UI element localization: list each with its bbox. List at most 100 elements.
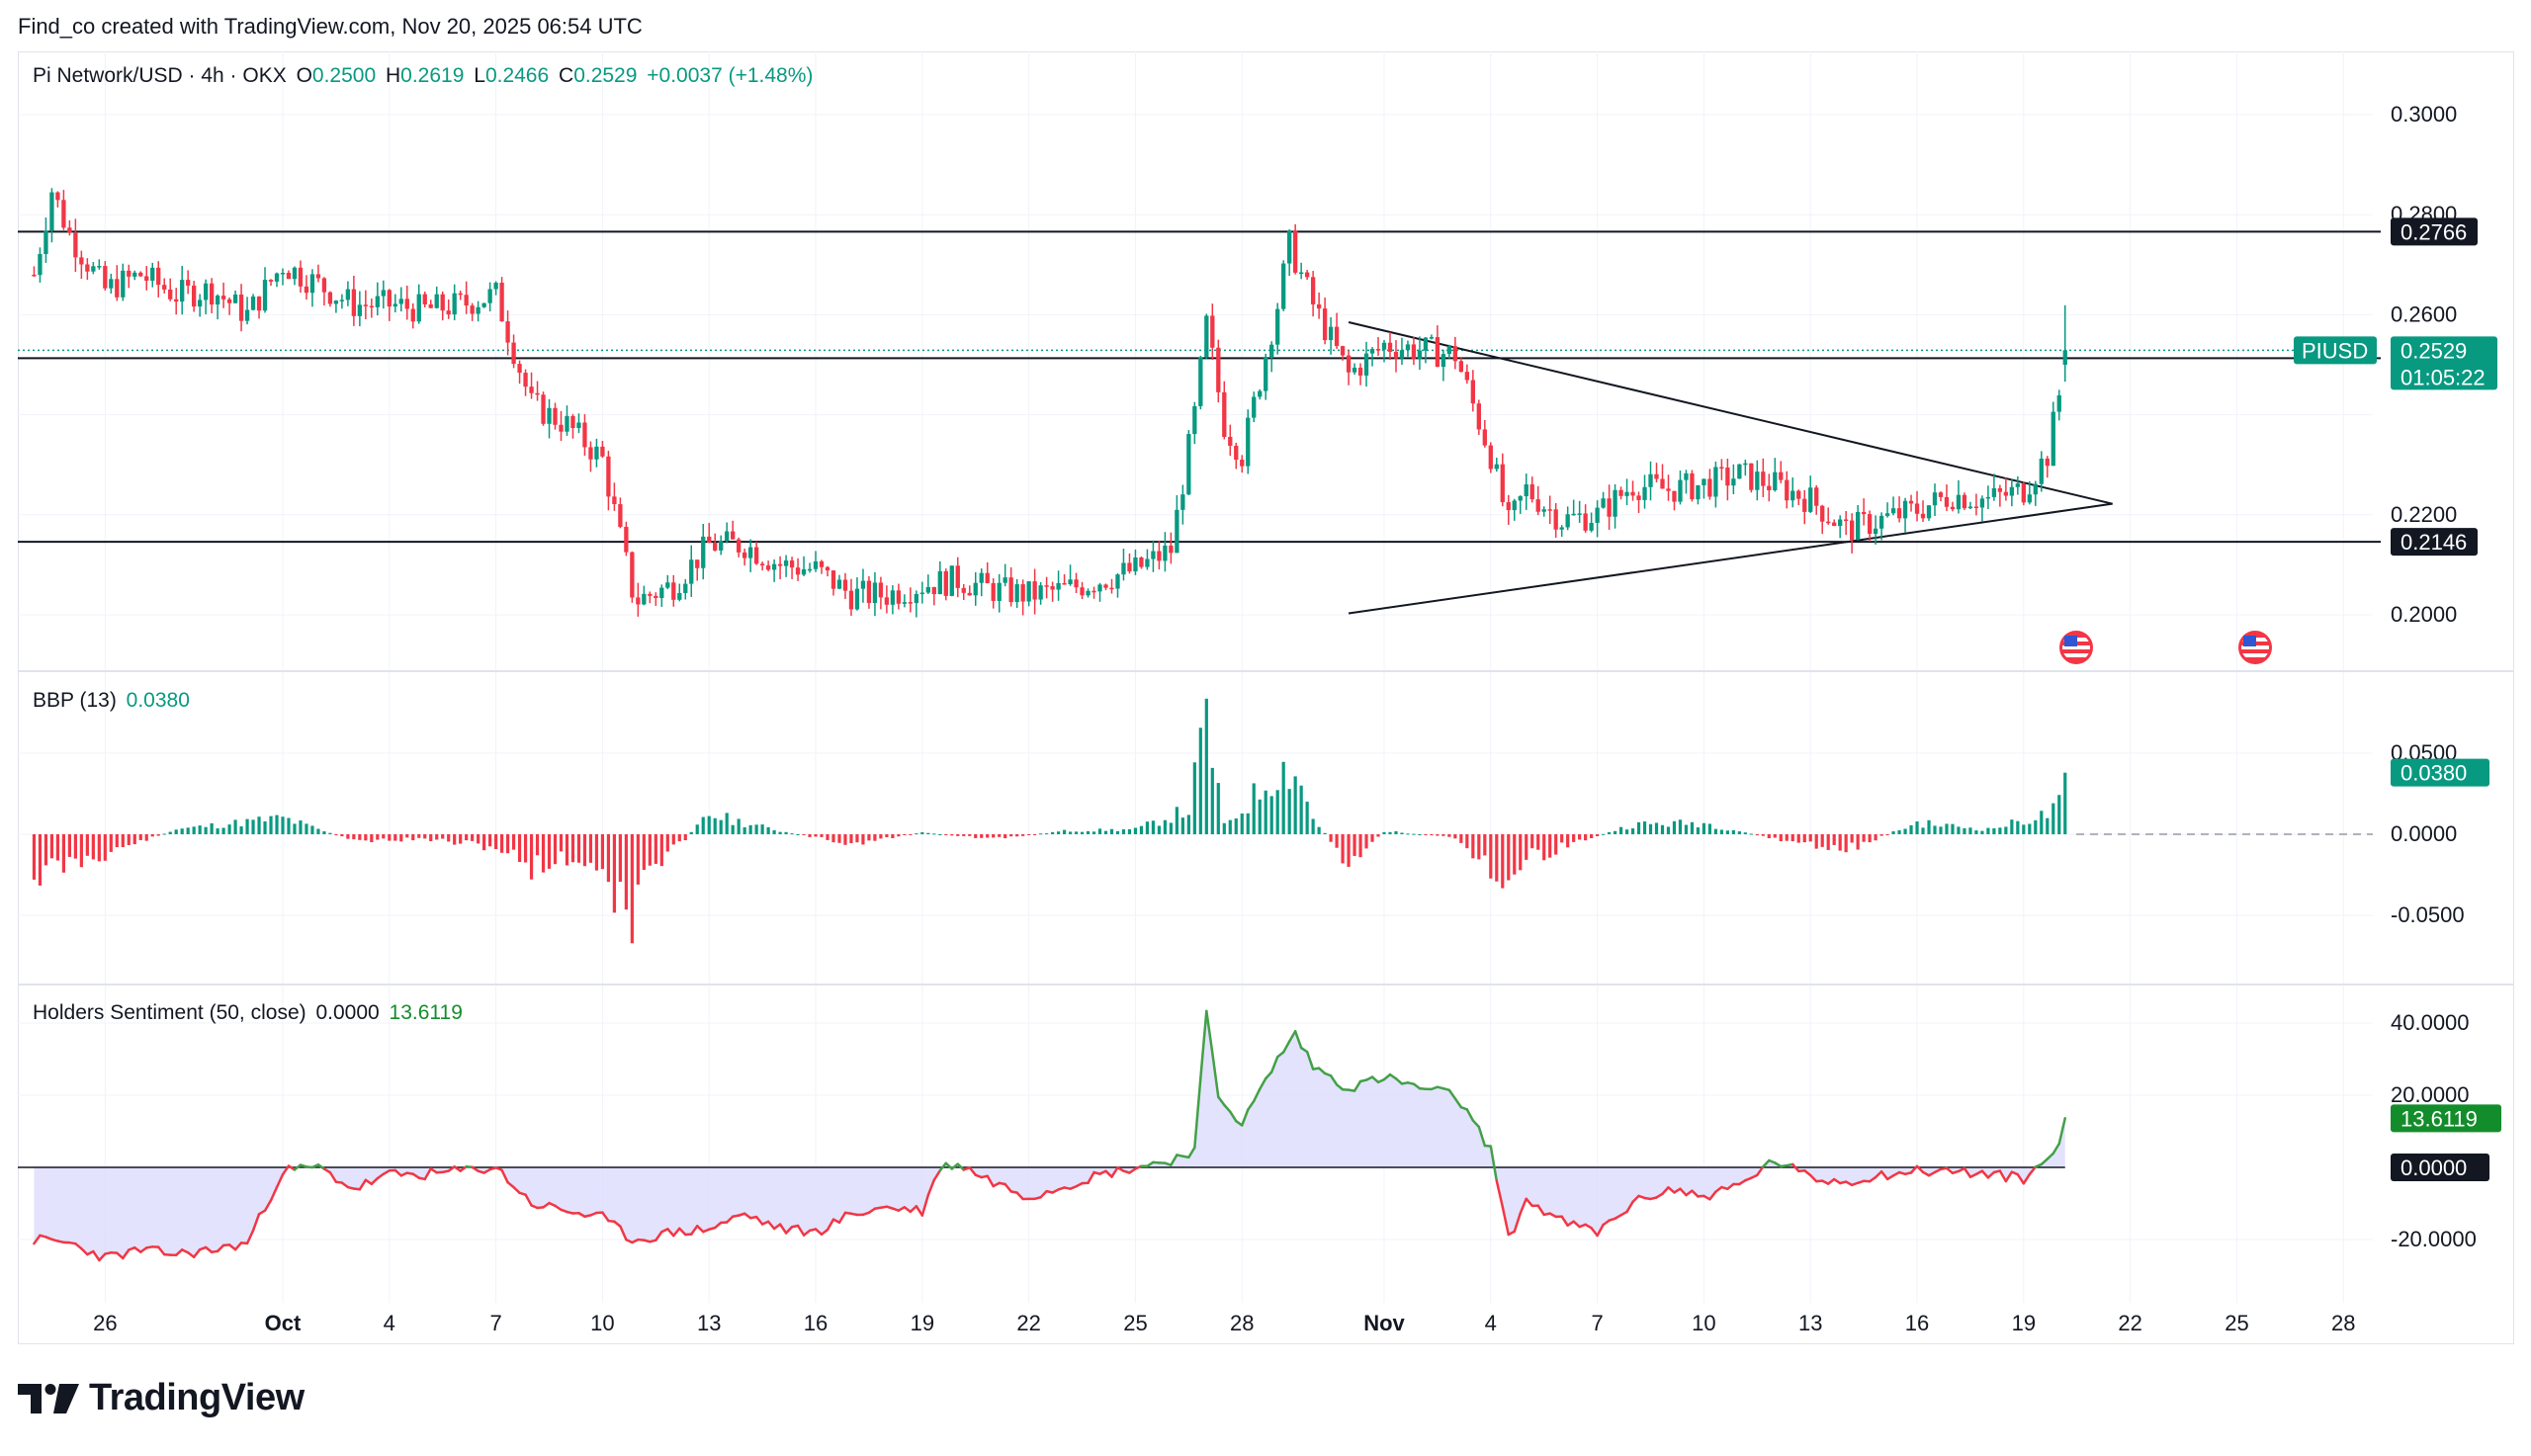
candle-body[interactable] — [1950, 506, 1956, 510]
bbp-bar[interactable] — [1424, 834, 1428, 835]
bbp-bar[interactable] — [44, 834, 48, 866]
bbp-bar[interactable] — [1519, 834, 1523, 871]
bbp-bar[interactable] — [849, 834, 853, 844]
bbp-bar[interactable] — [737, 818, 741, 834]
bbp-bar[interactable] — [1909, 824, 1913, 834]
candle-body[interactable] — [1228, 437, 1233, 446]
candle-body[interactable] — [1399, 350, 1405, 359]
candle-body[interactable] — [1618, 489, 1623, 496]
candle-body[interactable] — [220, 296, 226, 300]
bbp-bar[interactable] — [38, 834, 43, 886]
candle-body[interactable] — [1352, 367, 1357, 373]
candle-body[interactable] — [1258, 390, 1263, 397]
bbp-bar[interactable] — [1264, 790, 1267, 834]
candle-body[interactable] — [511, 342, 516, 365]
bbp-bar[interactable] — [1192, 762, 1196, 834]
bbp-bar[interactable] — [950, 834, 954, 836]
bbp-bar[interactable] — [1009, 834, 1013, 837]
candle-body[interactable] — [1222, 391, 1227, 438]
bbp-bar[interactable] — [1471, 834, 1475, 859]
candle-body[interactable] — [737, 539, 742, 553]
bbp-bar[interactable] — [1602, 833, 1606, 835]
bbp-bar[interactable] — [471, 834, 475, 841]
candle-body[interactable] — [801, 568, 807, 575]
bbp-bar[interactable] — [820, 834, 824, 837]
bbp-bar[interactable] — [1507, 834, 1511, 881]
bbp-bar[interactable] — [1874, 834, 1877, 841]
candle-body[interactable] — [1458, 361, 1464, 373]
candle-body[interactable] — [1855, 512, 1861, 541]
bbp-bar[interactable] — [1056, 831, 1061, 834]
candle-body[interactable] — [1464, 372, 1470, 381]
bbp-bar[interactable] — [855, 834, 859, 843]
candle-body[interactable] — [1725, 467, 1730, 486]
bbp-bar[interactable] — [494, 834, 498, 849]
bbp-bar[interactable] — [837, 834, 841, 843]
bbp-bar[interactable] — [1281, 761, 1285, 834]
bbp-bar[interactable] — [570, 834, 575, 863]
bbp-bar[interactable] — [778, 831, 782, 834]
bbp-bar[interactable] — [1844, 834, 1848, 853]
candle-body[interactable] — [1086, 590, 1091, 596]
bbp-bar[interactable] — [132, 834, 136, 845]
bbp-bar[interactable] — [85, 834, 89, 856]
bbp-bar[interactable] — [210, 822, 214, 834]
candle-body[interactable] — [2027, 494, 2032, 503]
candle-body[interactable] — [2051, 411, 2055, 467]
candle-body[interactable] — [1157, 551, 1162, 561]
bbp-bar[interactable] — [1684, 824, 1689, 834]
candle-body[interactable] — [807, 568, 813, 571]
triangle-lower-line[interactable] — [1348, 502, 2113, 615]
bbp-bar[interactable] — [980, 834, 984, 838]
candle-body[interactable] — [2039, 458, 2044, 484]
candle-body[interactable] — [1997, 487, 2003, 492]
candle-body[interactable] — [1512, 500, 1517, 511]
bbp-bar[interactable] — [843, 834, 847, 845]
bbp-bar[interactable] — [346, 834, 350, 839]
candle-body[interactable] — [1500, 464, 1505, 503]
candle-body[interactable] — [565, 415, 569, 432]
bbp-bar[interactable] — [411, 834, 415, 841]
candle-body[interactable] — [576, 422, 581, 429]
candle-body[interactable] — [1121, 562, 1126, 575]
candle-body[interactable] — [1648, 473, 1653, 487]
candle-body[interactable] — [777, 563, 783, 566]
candle-body[interactable] — [381, 290, 386, 297]
bbp-bar[interactable] — [1228, 819, 1232, 834]
candle-body[interactable] — [1050, 586, 1055, 590]
candle-body[interactable] — [997, 582, 1002, 601]
bbp-bar[interactable] — [1062, 829, 1067, 834]
candle-body[interactable] — [2033, 483, 2038, 495]
bbp-bar[interactable] — [1572, 834, 1576, 842]
candle-body[interactable] — [1861, 512, 1867, 515]
bbp-bar[interactable] — [992, 834, 996, 838]
candle-body[interactable] — [1210, 315, 1215, 348]
candle-body[interactable] — [1654, 473, 1659, 479]
candle-body[interactable] — [1773, 471, 1778, 491]
candle-body[interactable] — [819, 560, 825, 567]
bbp-bar[interactable] — [648, 834, 652, 866]
bbp-bar[interactable] — [731, 824, 735, 834]
bbp-bar[interactable] — [808, 834, 812, 837]
candle-body[interactable] — [1985, 496, 1991, 499]
candle-body[interactable] — [707, 536, 712, 544]
bbp-bar[interactable] — [1850, 834, 1854, 843]
candle-body[interactable] — [854, 588, 860, 610]
bbp-bar[interactable] — [2063, 772, 2067, 834]
bbp-bar[interactable] — [1051, 831, 1055, 834]
bbp-bar[interactable] — [541, 834, 546, 873]
candle-body[interactable] — [914, 593, 919, 604]
bbp-bar[interactable] — [1660, 824, 1665, 834]
candle-body[interactable] — [1163, 545, 1168, 561]
candle-body[interactable] — [689, 559, 694, 584]
bbp-bar[interactable] — [1980, 830, 1984, 834]
candle-body[interactable] — [1790, 490, 1795, 501]
candle-body[interactable] — [1216, 347, 1221, 392]
candle-body[interactable] — [1133, 557, 1138, 572]
bbp-bar[interactable] — [1832, 834, 1836, 845]
candle-body[interactable] — [753, 547, 759, 564]
candle-body[interactable] — [1506, 502, 1511, 511]
bbp-bar[interactable] — [97, 834, 101, 862]
bbp-bar[interactable] — [1436, 834, 1440, 836]
bbp-bar[interactable] — [1441, 834, 1445, 836]
